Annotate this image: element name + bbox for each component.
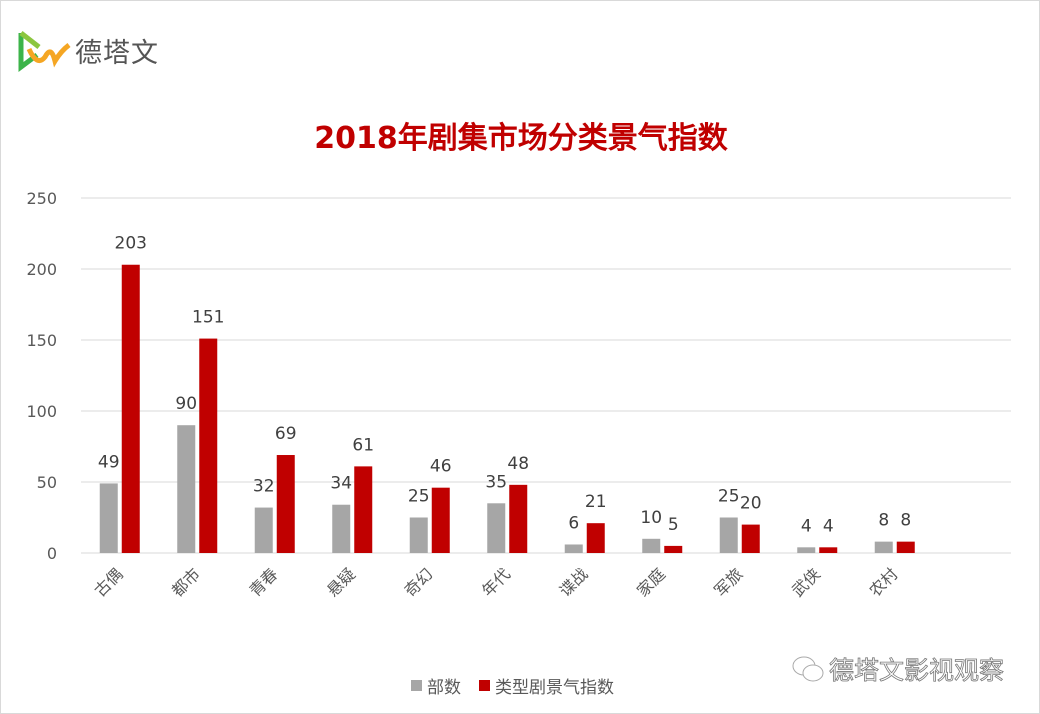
data-label: 25 (718, 487, 740, 507)
y-tick-label: 150 (26, 331, 57, 350)
bar (254, 507, 273, 553)
data-label: 48 (507, 454, 529, 474)
x-tick-label: 农村 (866, 564, 902, 600)
x-tick-label: 武侠 (788, 564, 824, 600)
x-tick-label: 都市 (168, 564, 204, 600)
watermark-text: 德塔文影视观察 (829, 656, 1005, 686)
wechat-icon (792, 656, 824, 682)
bar (797, 547, 816, 553)
bar (431, 487, 450, 553)
legend-label: 部数 (427, 678, 461, 698)
bar (332, 504, 351, 553)
data-label: 32 (253, 477, 275, 497)
bar (819, 547, 838, 553)
data-label: 25 (408, 487, 430, 507)
data-label: 34 (330, 474, 352, 494)
data-label: 8 (900, 511, 911, 531)
x-tick-label: 青春 (246, 564, 282, 600)
bar (642, 538, 661, 553)
x-tick-label: 谍战 (556, 564, 592, 600)
data-label: 10 (640, 508, 662, 528)
bar (896, 541, 915, 553)
data-label: 21 (585, 492, 607, 512)
logo-text: 德塔文 (75, 37, 159, 69)
data-label: 69 (275, 424, 297, 444)
data-label: 151 (192, 308, 224, 328)
bar (409, 517, 428, 553)
x-tick-label: 家庭 (633, 564, 669, 600)
bar (586, 523, 605, 553)
bar (741, 524, 760, 553)
data-label: 61 (352, 435, 374, 455)
x-tick-label: 古偶 (91, 564, 127, 600)
data-label: 49 (98, 452, 120, 472)
x-tick-label: 悬疑 (323, 564, 359, 600)
bar (509, 484, 528, 553)
legend-label: 类型剧景气指数 (495, 678, 614, 698)
x-tick-label: 年代 (478, 564, 514, 600)
bar (99, 483, 118, 553)
bar (874, 541, 893, 553)
legend-item-count: 部数 (411, 673, 461, 698)
data-label: 46 (430, 457, 452, 477)
data-label: 4 (823, 516, 834, 536)
y-tick-label: 200 (26, 260, 57, 279)
y-tick-label: 0 (47, 544, 57, 563)
watermark: 德塔文影视观察 (791, 651, 1004, 687)
y-tick-label: 250 (26, 189, 57, 208)
bar (354, 466, 373, 553)
bar (487, 503, 506, 553)
bar (199, 338, 218, 553)
data-label: 20 (740, 494, 762, 514)
x-tick-label: 军旅 (711, 564, 747, 600)
bar (276, 455, 295, 553)
bar (564, 544, 583, 553)
y-tick-label: 100 (26, 402, 57, 421)
logo: 德塔文 (15, 27, 159, 73)
bar (664, 545, 683, 553)
legend-swatch (411, 680, 422, 691)
bar (719, 517, 738, 553)
x-tick-label: 奇幻 (401, 564, 437, 600)
y-tick-label: 50 (37, 473, 57, 492)
legend-swatch (479, 680, 490, 691)
logo-icon (18, 31, 71, 72)
legend: 部数 类型剧景气指数 (411, 673, 632, 698)
data-label: 35 (485, 472, 507, 492)
data-label: 4 (801, 516, 812, 536)
data-label: 6 (568, 513, 579, 533)
data-label: 5 (668, 515, 679, 535)
chart-title: 2018年剧集市场分类景气指数 (314, 121, 728, 156)
bar (121, 264, 140, 553)
data-label: 8 (878, 511, 889, 531)
legend-item-index: 类型剧景气指数 (479, 673, 614, 698)
bar (177, 425, 196, 553)
data-label: 90 (175, 394, 197, 414)
data-label: 203 (115, 234, 147, 254)
